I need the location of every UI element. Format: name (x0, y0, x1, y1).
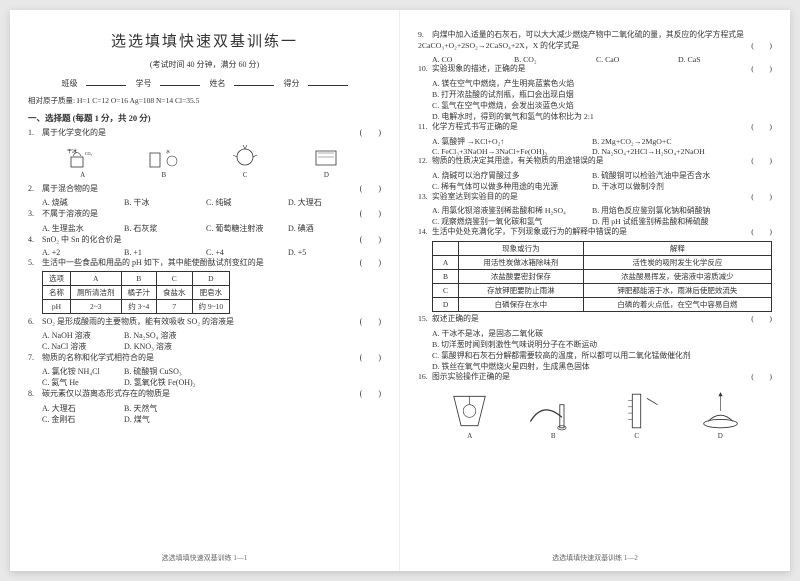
q10: 10.实验现象的描述，正确的是( ) (418, 64, 772, 75)
q6-opts: A. NaOH 溶液B. Na₂SO₄ 溶液 (28, 330, 381, 341)
score-label: 得分 (284, 79, 300, 88)
q16-imgB: B (518, 390, 588, 440)
q1-imgC: C (220, 143, 270, 179)
section1-title: 一、选择题 (每题 1 分，共 20 分) (28, 112, 381, 124)
q5: 5.生活中一些食品和用品的 pH 如下，其中能使酚酞试剂变红的是( ) (28, 257, 381, 268)
q12-text: 物质的性质决定其用途，有关物质的用途错误的是 (432, 156, 604, 165)
q16-text: 图示实验操作正确的是 (432, 372, 510, 381)
q3: 3.不属于溶液的是( ) (28, 208, 381, 219)
q1-imgD: D (301, 143, 351, 179)
q7-text: 物质的名称和化学式相符合的是 (42, 353, 154, 362)
svg-text:干冰: 干冰 (67, 148, 77, 155)
q15a: A. 干冰不是冰，是固态二氧化碳 (418, 328, 772, 339)
footer-left: 选选填填快速双基训练 1—1 (10, 553, 399, 563)
info-line: 班级 学号 姓名 得分 (28, 78, 381, 89)
q8: 8.碳元素仅以游离态形式存在的物质是( ) (28, 388, 381, 399)
q2: 2.属于混合物的是( ) (28, 183, 381, 194)
score-blank (308, 85, 348, 86)
q13-opts: A. 用氯化钡溶液鉴别稀盐酸和稀 H₂SO₄B. 用焰色反应鉴别氯化钠和硝酸钠 (418, 205, 772, 216)
subtitle: (考试时间 40 分钟，满分 60 分) (28, 59, 381, 70)
q11-opts2: C. FeCl₃+3NaOH→3NaCl+Fe(OH)₃D. Na₂SO₄+2H… (418, 147, 772, 156)
q16-labelA: A (467, 432, 472, 440)
class-blank (86, 85, 126, 86)
q16-labelD: D (718, 432, 723, 440)
page-left: 选选填填快速双基训练一 (考试时间 40 分钟，满分 60 分) 班级 学号 姓… (10, 10, 400, 571)
atomic-mass: 相对原子质量: H=1 C=12 O=16 Ag=108 N=14 Cl=35.… (28, 95, 381, 106)
q1-labelD: D (324, 171, 329, 179)
q10-text: 实验现象的描述，正确的是 (432, 64, 526, 73)
q1-text: 属于化学变化的是 (42, 128, 106, 137)
q1-labelA: A (80, 171, 85, 179)
q1-labelB: B (162, 171, 167, 179)
q5-text: 生活中一些食品和用品的 pH 如下，其中能使酚酞试剂变红的是 (42, 258, 264, 267)
q11: 11.化学方程式书写正确的是( ) (418, 122, 772, 133)
q13: 13.实验室达到实验目的的是( ) (418, 192, 772, 203)
q3-text: 不属于溶液的是 (42, 209, 98, 218)
q2-opts: A. 烧碱B. 干冰C. 纯碱D. 大理石 (28, 197, 381, 208)
q15: 15.叙述正确的是( ) (418, 314, 772, 325)
title: 选选填填快速双基训练一 (28, 30, 381, 51)
q8-text: 碳元素仅以游离态形式存在的物质是 (42, 389, 170, 398)
q1-imgA: 干冰 CO₂ A (58, 143, 108, 179)
q2-text: 属于混合物的是 (42, 184, 98, 193)
q1-labelC: C (243, 171, 248, 179)
num-blank (160, 85, 200, 86)
footer-right: 选选填填快速双基训练 1—2 (400, 553, 790, 563)
q12-opts: A. 烧碱可以治疗胃酸过多B. 硫酸铜可以检验汽油中是否含水 (418, 170, 772, 181)
q15c: C. 氯酸钾和石灰石分解都需要较高的温度，所以都可以用二氧化锰做催化剂 (418, 350, 772, 361)
q4-opts: A. +2B. +1C. +4D. +5 (28, 248, 381, 257)
q15d: D. 铁丝在氧气中燃烧火星四射，生成黑色固体 (418, 361, 772, 372)
q11-opts: A. 氯酸钾 →KCl+O₂↑B. 2Mg+CO₂→2MgO+C (418, 136, 772, 147)
q10a: A. 镁在空气中燃烧，产生明亮蓝紫色火焰 (418, 78, 772, 89)
q7: 7.物质的名称和化学式相符合的是( ) (28, 352, 381, 363)
name-blank (234, 85, 274, 86)
name-label: 姓名 (210, 79, 226, 88)
q6: 6.SO₂ 是形成酸雨的主要物质，能有效吸收 SO₂ 的溶液是( ) (28, 316, 381, 327)
q10b: B. 打开浓盐酸的试剂瓶，瓶口会出现白烟 (418, 89, 772, 100)
q1-images: 干冰 CO₂ A 水 B C D (28, 141, 381, 181)
q14-table: 现象或行为解释 A用活性炭做冰箱除味剂活性炭的吸附发生化学反应 B浓盐酸要密封保… (432, 241, 772, 312)
q12: 12.物质的性质决定其用途，有关物质的用途错误的是( ) (418, 156, 772, 167)
q7-opts2: C. 氦气 HeD. 氢氧化铁 Fe(OH)₂ (28, 377, 381, 388)
q9: 9.向煤中加入适量的石灰石，可以大大减少燃烧产物中二氧化硫的量，其反应的化学方程… (418, 30, 772, 52)
q16-images: A B C D (418, 386, 772, 444)
q10d: D. 电解水时，得到的氧气和氢气的体积比为 2:1 (418, 111, 772, 122)
q6-text: SO₂ 是形成酸雨的主要物质，能有效吸收 SO₂ 的溶液是 (42, 317, 234, 326)
q12-opts2: C. 稀有气体可以做多种用途的电光源D. 干冰可以做制冷剂 (418, 181, 772, 192)
q14: 14.生活中处处充满化学，下列现象或行为的解释中错误的是( ) (418, 227, 772, 238)
q16-imgA: A (435, 390, 505, 440)
q1-imgB: 水 B (139, 143, 189, 179)
q9-opts: A. COB. CO₂C. CaOD. CaS (418, 55, 772, 64)
q16-imgD: D (685, 390, 755, 440)
q16: 16.图示实验操作正确的是( ) (418, 372, 772, 383)
q5-table: 选项ABCD 名称厕所清洁剂橘子汁食盐水肥皂水 pH2~3约 3~47约 9~1… (42, 271, 230, 314)
q13-text: 实验室达到实验目的的是 (432, 192, 518, 201)
q16-imgC: C (602, 390, 672, 440)
q8-opts: A. 大理石B. 天然气 (28, 403, 381, 414)
q3-opts: A. 生理盐水B. 石灰浆C. 葡萄糖注射液D. 碘酒 (28, 223, 381, 234)
q15-text: 叙述正确的是 (432, 314, 479, 323)
page-right: 9.向煤中加入适量的石灰石，可以大大减少燃烧产物中二氧化硫的量，其反应的化学方程… (400, 10, 790, 571)
svg-text:CO₂: CO₂ (85, 151, 93, 156)
q16-labelB: B (551, 432, 556, 440)
q1: 1.属于化学变化的是 ( ) (28, 127, 381, 138)
q4-text: SnO₂ 中 Sn 的化合价是 (42, 235, 121, 244)
svg-text:水: 水 (166, 148, 170, 154)
q4: 4.SnO₂ 中 Sn 的化合价是( ) (28, 234, 381, 245)
q14-text: 生活中处处充满化学，下列现象或行为的解释中错误的是 (432, 227, 627, 236)
q11-text: 化学方程式书写正确的是 (432, 122, 518, 131)
num-label: 学号 (136, 79, 152, 88)
q15b: B. 切洋葱时闻到刺激性气味说明分子在不断运动 (418, 339, 772, 350)
q16-labelC: C (634, 432, 639, 440)
q9-text: 向煤中加入适量的石灰石，可以大大减少燃烧产物中二氧化硫的量，其反应的化学方程式是… (418, 30, 744, 50)
q7-opts: A. 氯化铵 NH₄ClB. 硫酸铜 CuSO₃ (28, 366, 381, 377)
q10c: C. 氢气在空气中燃烧，会发出淡蓝色火焰 (418, 100, 772, 111)
q13-opts2: C. 观察燃烧鉴别一氧化碳和氢气D. 用 pH 试纸鉴别稀盐酸和稀硫酸 (418, 216, 772, 227)
class-label: 班级 (62, 79, 78, 88)
q8-opts2: C. 金刚石D. 煤气 (28, 414, 381, 425)
q6-opts2: C. NaCl 溶液D. KNO₃ 溶液 (28, 341, 381, 352)
